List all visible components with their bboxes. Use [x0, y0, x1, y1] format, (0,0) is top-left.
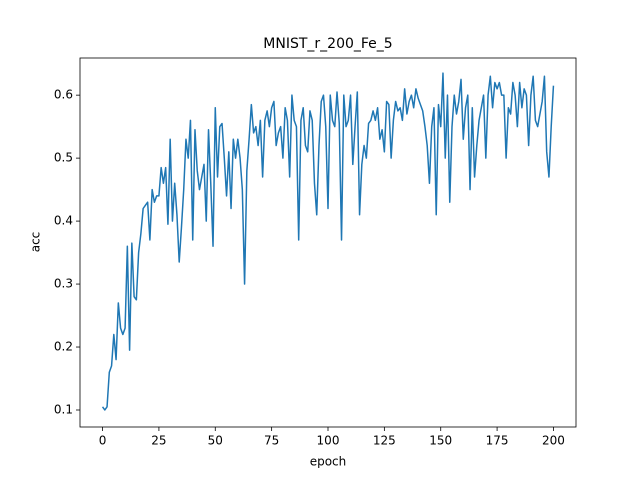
y-tick-label: 0.1: [54, 402, 73, 416]
x-tick-label: 100: [317, 434, 340, 448]
y-tick-label: 0.2: [54, 340, 73, 354]
x-tick-label: 150: [429, 434, 452, 448]
x-tick-label: 75: [264, 434, 279, 448]
x-tick-label: 200: [542, 434, 565, 448]
plot-frame: [79, 57, 577, 428]
x-axis-label: epoch: [310, 455, 347, 469]
y-tick-label: 0.5: [54, 151, 73, 165]
x-tick-label: 175: [486, 434, 509, 448]
y-axis-label: acc: [29, 232, 43, 253]
chart-title: MNIST_r_200_Fe_5: [263, 36, 392, 52]
y-tick-label: 0.4: [54, 214, 73, 228]
x-tick-label: 125: [373, 434, 396, 448]
x-tick-label: 25: [151, 434, 166, 448]
y-tick-label: 0.6: [54, 88, 73, 102]
data-line: [101, 72, 555, 411]
x-tick-label: 50: [208, 434, 223, 448]
y-tick-label: 0.3: [54, 277, 73, 291]
x-tick-label: 0: [99, 434, 107, 448]
